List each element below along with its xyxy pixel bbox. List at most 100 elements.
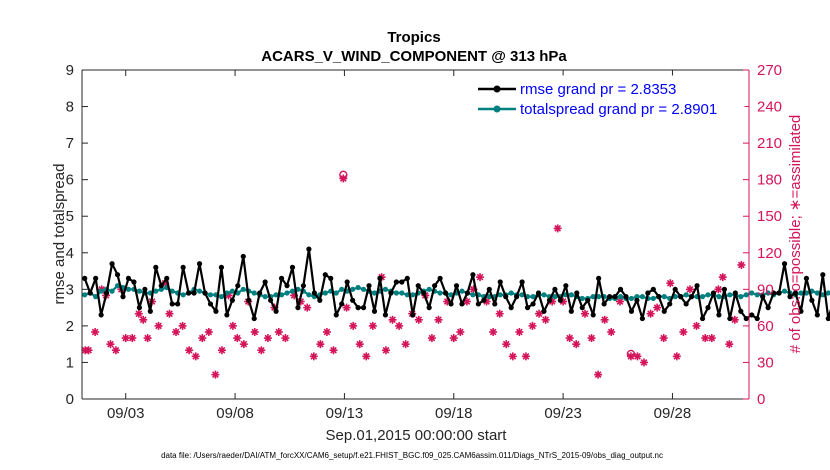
totalspread-point xyxy=(497,292,503,298)
rmse-point xyxy=(596,275,602,281)
obs-assimilated-point xyxy=(594,370,603,379)
rmse-point xyxy=(530,301,536,307)
rmse-point xyxy=(497,279,503,285)
totalspread-point xyxy=(158,286,164,292)
axes-frame xyxy=(81,69,750,400)
totalspread-point xyxy=(251,290,257,296)
legend-box xyxy=(473,75,745,123)
obs-asterisk-stroke xyxy=(463,298,471,305)
rmse-point xyxy=(694,283,700,289)
obs-asterisk-stroke xyxy=(666,279,674,287)
totalspread-point xyxy=(683,292,689,298)
obs-asterisk-stroke xyxy=(673,352,681,360)
legend-marker-rmse xyxy=(493,85,501,93)
rmse-point xyxy=(114,272,121,278)
obs-assimilated-point xyxy=(679,327,688,336)
obs-assimilated-point xyxy=(211,370,220,379)
obs-assimilated-point xyxy=(329,346,338,355)
plot-area xyxy=(82,70,749,399)
rmse-point xyxy=(410,312,416,318)
obs-asterisk-stroke xyxy=(330,346,337,354)
totalspread-point xyxy=(360,286,367,292)
y-right-tick-label: 150 xyxy=(757,208,782,225)
rmse-point xyxy=(568,308,574,314)
rmse-point xyxy=(617,286,624,292)
obs-asterisk-stroke xyxy=(719,273,727,281)
rmse-point xyxy=(721,286,727,292)
obs-asterisk-stroke xyxy=(395,322,403,330)
totalspread-point xyxy=(699,294,706,300)
y-tick-label: 9 xyxy=(66,62,74,79)
rmse-point xyxy=(377,275,383,281)
rmse-point xyxy=(606,294,613,300)
rmse-point xyxy=(803,275,810,281)
obs-asterisk-stroke xyxy=(456,328,464,336)
obs-assimilated-point xyxy=(154,321,163,330)
obs-assimilated-point xyxy=(274,327,283,336)
obs-asterisk-stroke xyxy=(135,310,143,318)
totalspread-point xyxy=(568,292,574,298)
obs-assimilated-point xyxy=(198,334,207,343)
obs-assimilated-point xyxy=(172,327,181,336)
obs-assimilated-point xyxy=(316,340,325,349)
y-right-tick-label: 270 xyxy=(757,62,782,79)
totalspread-point xyxy=(229,288,235,294)
rmse-point xyxy=(93,275,99,281)
rmse-point xyxy=(667,301,673,307)
obs-asterisk-stroke xyxy=(476,273,484,281)
rmse-point xyxy=(492,301,498,307)
rmse-point xyxy=(437,275,443,281)
rmse-point xyxy=(579,305,585,311)
y-tick-label: 6 xyxy=(66,172,74,189)
totalspread-point xyxy=(738,294,744,300)
rmse-point xyxy=(508,305,514,311)
rmse-point xyxy=(333,312,339,318)
totalspread-point xyxy=(470,292,476,298)
rmse-point xyxy=(300,283,307,289)
obs-asterisk-stroke xyxy=(627,352,635,360)
rmse-point xyxy=(552,286,558,292)
rmse-point xyxy=(661,308,667,314)
totalspread-point xyxy=(596,294,602,300)
rmse-layer xyxy=(82,246,830,322)
obs-assimilated-point xyxy=(535,309,544,318)
rmse-point xyxy=(519,279,525,285)
totalspread-point xyxy=(355,284,361,291)
rmse-point xyxy=(426,305,432,311)
rmse-point xyxy=(153,264,159,270)
totalspread-point xyxy=(273,292,279,298)
totalspread-point xyxy=(727,292,733,298)
rmse-point xyxy=(535,290,542,296)
obs-assimilated-point xyxy=(134,309,143,318)
rmse-point xyxy=(524,305,531,311)
x-tick-label: 09/08 xyxy=(216,405,254,422)
obs-asterisk-stroke xyxy=(601,316,609,324)
rmse-point xyxy=(164,275,170,281)
totalspread-point xyxy=(754,292,760,298)
totalspread-point xyxy=(218,294,225,300)
y-tick-label: 4 xyxy=(66,245,74,262)
obs-assimilated-point xyxy=(580,309,589,318)
obs-asterisk-stroke xyxy=(251,328,259,336)
obs-asterisk-stroke xyxy=(559,298,567,305)
obs-assimilated-point xyxy=(659,334,668,343)
rmse-point xyxy=(825,315,830,322)
obs-assimilated-point xyxy=(281,334,290,343)
obs-assimilated-point xyxy=(718,273,727,282)
rmse-point xyxy=(136,305,143,311)
y-right-tick-label: 240 xyxy=(757,99,782,116)
rmse-point xyxy=(442,290,449,296)
rmse-point xyxy=(563,283,569,289)
rmse-point xyxy=(672,286,678,292)
rmse-point xyxy=(317,297,323,303)
obs-asterisk-stroke xyxy=(647,310,654,318)
obs-assimilated-point xyxy=(139,315,148,324)
totalspread-point xyxy=(705,292,711,298)
obs-asterisk-stroke xyxy=(112,346,120,354)
totalspread-point xyxy=(153,288,159,294)
rmse-point xyxy=(175,301,181,307)
obs-assimilated-point xyxy=(178,321,187,330)
rmse-point xyxy=(470,272,476,278)
obs-asterisk-stroke xyxy=(640,359,648,366)
rmse-point xyxy=(142,286,148,292)
